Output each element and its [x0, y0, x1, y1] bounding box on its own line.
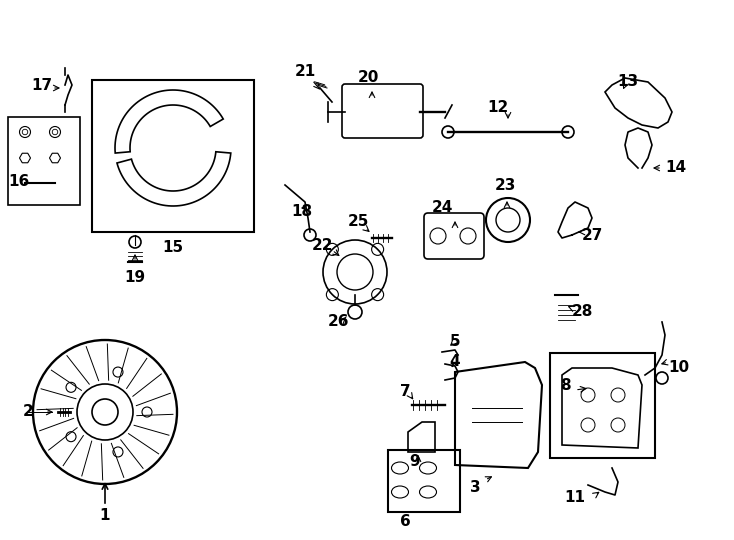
- Text: 24: 24: [432, 200, 453, 215]
- Text: 11: 11: [564, 490, 585, 505]
- Text: 27: 27: [582, 227, 603, 242]
- Bar: [550, 353, 655, 458]
- Text: 25: 25: [347, 214, 368, 230]
- Text: 5: 5: [450, 334, 460, 349]
- Text: 28: 28: [572, 305, 593, 320]
- Text: 22: 22: [311, 238, 333, 253]
- Text: 19: 19: [125, 271, 145, 286]
- Text: 17: 17: [32, 78, 53, 92]
- Text: 14: 14: [665, 160, 686, 176]
- Text: 9: 9: [410, 455, 421, 469]
- Text: 26: 26: [327, 314, 349, 329]
- Text: 1: 1: [100, 509, 110, 523]
- Text: 18: 18: [291, 205, 312, 219]
- Text: 2: 2: [23, 404, 33, 420]
- Bar: [388, 450, 460, 512]
- Text: 6: 6: [399, 515, 410, 530]
- Text: 16: 16: [8, 174, 29, 190]
- Text: 15: 15: [162, 240, 184, 255]
- Text: 13: 13: [617, 75, 639, 90]
- Bar: [8, 117, 80, 205]
- Text: 10: 10: [668, 361, 689, 375]
- Text: 7: 7: [400, 384, 410, 400]
- Text: 3: 3: [470, 481, 480, 496]
- Bar: [92, 80, 254, 232]
- Text: 12: 12: [487, 100, 509, 116]
- Text: 20: 20: [357, 71, 379, 85]
- Text: 23: 23: [494, 178, 516, 192]
- Text: 8: 8: [560, 377, 570, 393]
- Text: 21: 21: [294, 64, 316, 79]
- Text: 4: 4: [450, 354, 460, 369]
